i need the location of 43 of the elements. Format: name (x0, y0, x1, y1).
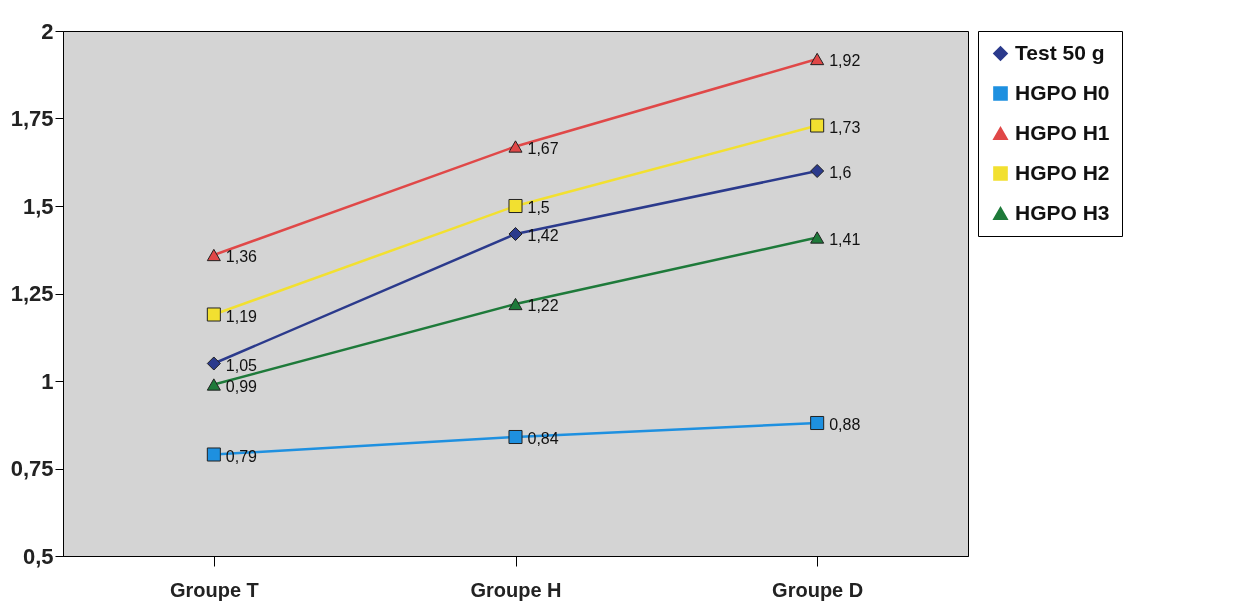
y-tick-label: 2 (41, 18, 54, 44)
point (810, 118, 825, 133)
y-tick-label: 1,75 (10, 106, 54, 131)
data-label: 1,42 (527, 227, 559, 244)
point (508, 429, 523, 445)
data-label: 1,73 (829, 118, 861, 136)
data-label: 0,88 (829, 416, 861, 433)
data-label: 1,22 (527, 297, 559, 314)
point (508, 198, 523, 214)
data-label: 1,92 (829, 52, 861, 69)
point (508, 226, 523, 242)
y-tick-label: 1,5 (22, 193, 54, 219)
legend-label: HGPO H3 (1015, 200, 1110, 224)
y-tick-label: 1 (41, 368, 54, 394)
data-label: 1,41 (829, 230, 861, 248)
data-label: 0,99 (225, 377, 258, 395)
legend-label: HGPO H1 (1015, 120, 1110, 144)
legend-label: HGPO H2 (1015, 160, 1110, 184)
legend-label: HGPO H0 (1015, 80, 1110, 104)
point (810, 231, 825, 244)
data-label: 1,36 (225, 248, 258, 265)
point (508, 140, 523, 153)
point (206, 248, 221, 262)
y-tick-label: 0,75 (10, 456, 54, 481)
point (206, 378, 221, 391)
point (206, 307, 221, 322)
data-label: 1,19 (225, 307, 258, 325)
legend-label: Test 50 g (1015, 40, 1105, 64)
x-tick-label: Groupe T (169, 578, 259, 601)
data-label: 1,6 (829, 164, 852, 181)
data-label: 1,05 (225, 356, 258, 374)
point (810, 52, 825, 66)
point (206, 356, 221, 371)
x-tick-label: Groupe D (772, 578, 864, 601)
data-label: 1,5 (527, 199, 550, 216)
x-tick-label: Groupe H (470, 578, 562, 601)
point (810, 163, 825, 179)
y-tick-label: 1,25 (10, 281, 54, 306)
y-tick-label: 0,5 (22, 543, 54, 569)
data-label: 1,67 (527, 139, 559, 157)
point (508, 297, 523, 311)
point (810, 415, 825, 431)
point (206, 447, 221, 462)
